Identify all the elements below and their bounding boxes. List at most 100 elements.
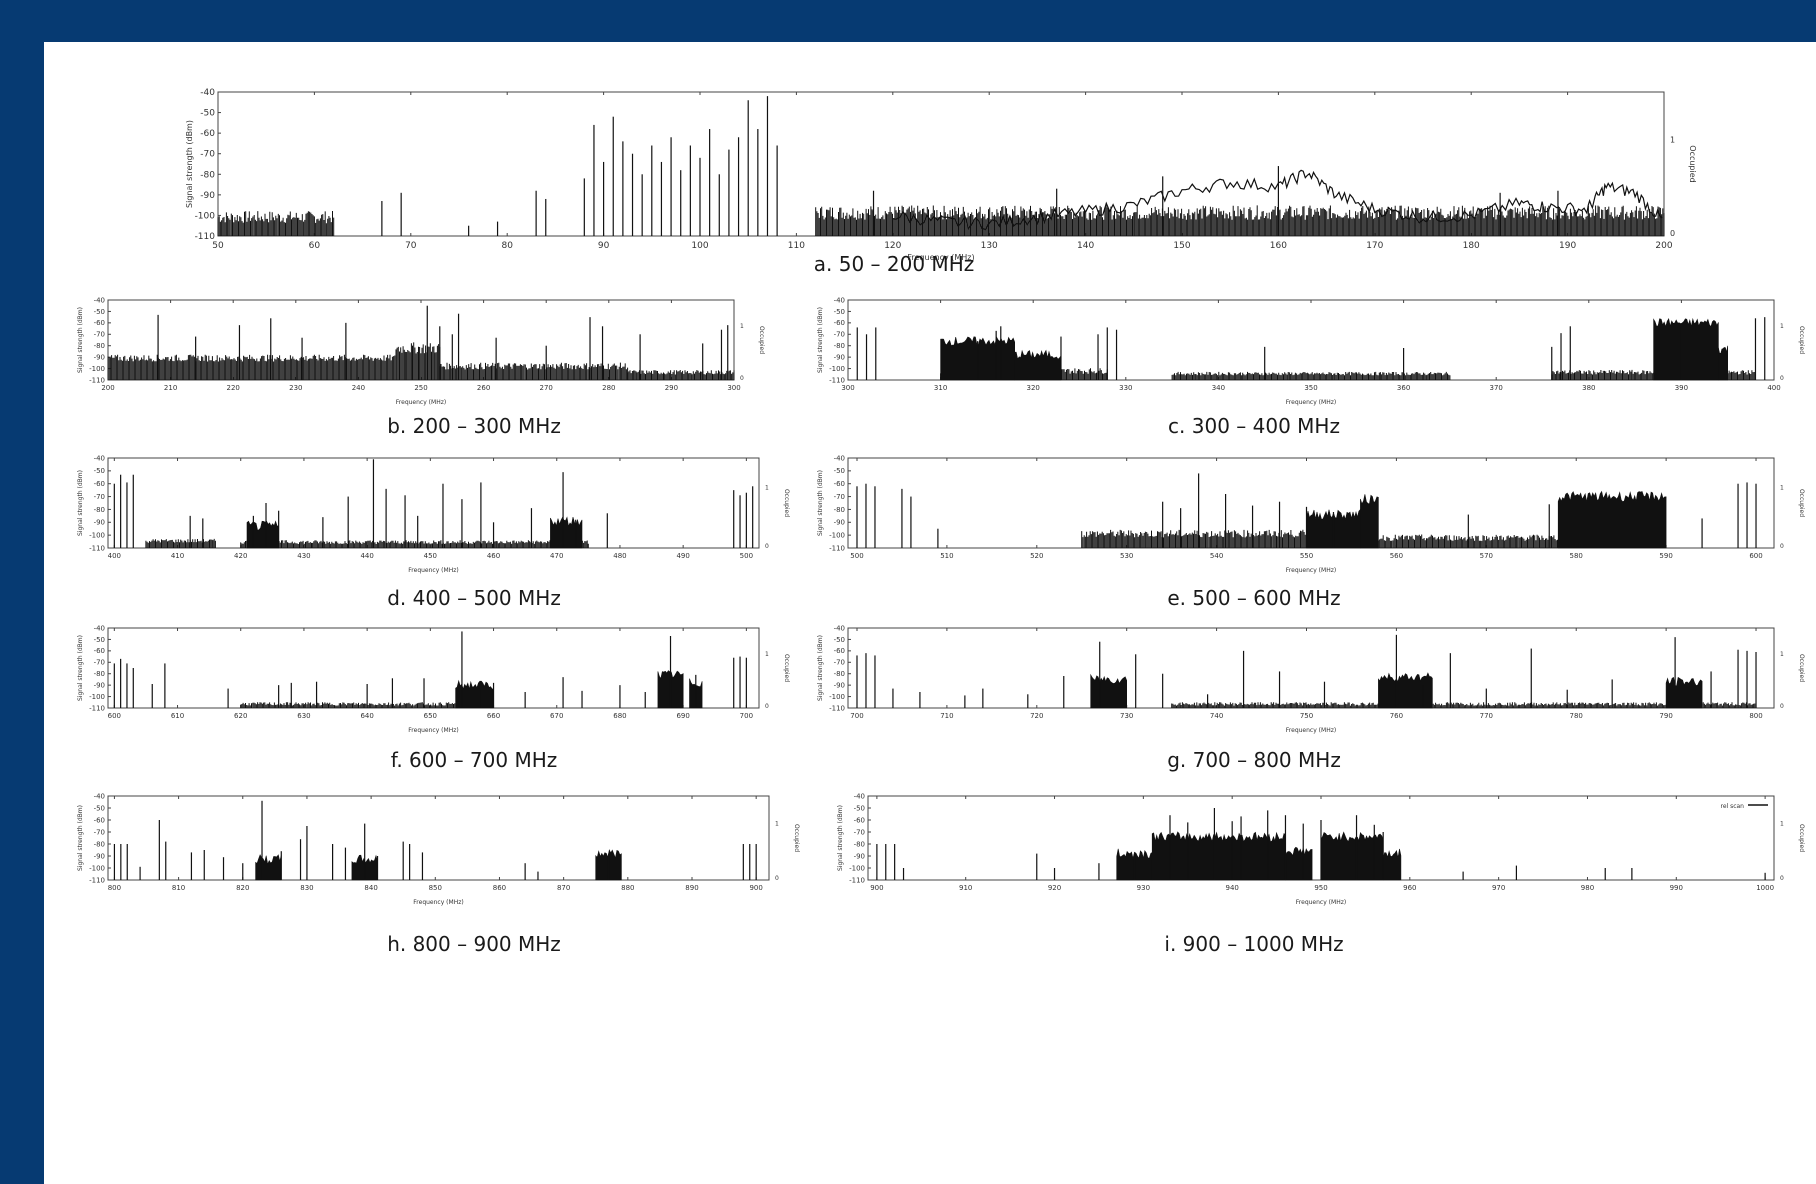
y-tick-label: -90	[834, 353, 845, 361]
x-tick-label: 200	[1655, 241, 1672, 251]
y-axis-label: Signal strength (dBm)	[77, 470, 84, 536]
signal-band	[1014, 349, 1062, 381]
y-tick-label: -100	[829, 365, 845, 373]
x-tick-label: 940	[1225, 884, 1238, 892]
noise-floor	[627, 370, 735, 380]
y-tick-label: -110	[829, 376, 845, 384]
spectrum-plot-d: 400 410 420 430 440 450 460 470 480 490 500 -110 -10…	[77, 454, 790, 574]
noise-floor	[1171, 371, 1451, 380]
x-tick-label: 230	[289, 384, 302, 392]
x-tick-label: 80	[501, 241, 513, 251]
noise-floor	[395, 342, 441, 380]
x-tick-label: 290	[665, 384, 678, 392]
y2-tick-label: 1	[1780, 651, 1784, 658]
y2-tick-label: 1	[765, 485, 769, 492]
signal-band	[1360, 494, 1379, 549]
y-axis-label: Signal strength (dBm)	[817, 307, 824, 373]
x-tick-label: 970	[1492, 884, 1505, 892]
noise-floor	[217, 211, 335, 236]
caption-g: g. 700 – 800 MHz	[1167, 748, 1341, 772]
x-tick-label: 120	[884, 241, 901, 251]
x-tick-label: 610	[171, 712, 184, 720]
x-tick-label: 620	[234, 712, 247, 720]
x-tick-label: 270	[540, 384, 553, 392]
signal-band	[255, 854, 282, 881]
y2-axis-label: Occupied	[783, 654, 790, 682]
x-tick-label: 680	[613, 712, 626, 720]
y-tick-label: -80	[834, 506, 845, 514]
y2-tick-label: 1	[765, 651, 769, 658]
x-axis-label: Frequency (MHz)	[408, 727, 458, 734]
chart-b: 200 210 220 230 240 250 260 270 280 290 300 -110 -10…	[64, 294, 774, 406]
caption-b: b. 200 – 300 MHz	[387, 414, 561, 438]
y-tick-label: -40	[94, 454, 105, 462]
y-tick-label: -110	[89, 376, 105, 384]
y-tick-label: -100	[829, 531, 845, 539]
x-tick-label: 580	[1570, 552, 1583, 560]
caption-c: c. 300 – 400 MHz	[1168, 414, 1340, 438]
y-tick-label: -110	[829, 544, 845, 552]
x-tick-label: 240	[352, 384, 365, 392]
caption-e: e. 500 – 600 MHz	[1167, 586, 1341, 610]
x-tick-label: 960	[1403, 884, 1416, 892]
x-tick-label: 950	[1314, 884, 1327, 892]
y2-tick-label: 0	[1780, 703, 1784, 710]
y-tick-label: -100	[829, 693, 845, 701]
y-tick-label: -80	[94, 342, 105, 350]
y2-tick-label: 1	[775, 820, 779, 827]
x-tick-label: 210	[164, 384, 177, 392]
x-tick-label: 410	[171, 552, 184, 560]
x-axis-label: Frequency (MHz)	[1286, 399, 1336, 406]
y-tick-label: -110	[89, 876, 105, 884]
y2-tick-label: 1	[1780, 485, 1784, 492]
legend-label: rel scan	[1720, 803, 1744, 810]
x-tick-label: 500	[850, 552, 863, 560]
signal-band	[1718, 345, 1728, 381]
y-tick-label: -110	[195, 232, 216, 242]
x-axis-label: Frequency (MHz)	[396, 399, 446, 406]
y-axis-label: Signal strength (dBm)	[185, 120, 194, 208]
spectrum-plot-g: 700 710 720 730 740 750 760 770 780 790 800 -110 -10…	[817, 624, 1805, 734]
plot-frame	[107, 457, 760, 549]
x-tick-label: 330	[1119, 384, 1132, 392]
signal-band	[1285, 846, 1313, 881]
x-tick-label: 460	[487, 552, 500, 560]
y2-tick-label: 0	[765, 543, 769, 550]
y2-tick-label: 0	[1780, 375, 1784, 382]
y-tick-label: -100	[195, 211, 216, 221]
y-tick-label: -80	[94, 670, 105, 678]
x-tick-label: 820	[236, 884, 249, 892]
x-axis-label: Frequency (MHz)	[1296, 899, 1346, 906]
y-axis-label: Signal strength (dBm)	[837, 805, 844, 871]
y2-tick-label: 0	[765, 703, 769, 710]
signal-band	[1320, 831, 1384, 881]
x-tick-label: 150	[1173, 241, 1190, 251]
signal-band	[1665, 676, 1703, 709]
y-tick-label: -70	[834, 493, 845, 501]
x-tick-label: 490	[676, 552, 689, 560]
caption-a: a. 50 – 200 MHz	[813, 252, 975, 276]
y2-axis-label: Occupied	[1798, 489, 1805, 517]
x-tick-label: 630	[297, 712, 310, 720]
x-tick-label: 800	[1749, 712, 1762, 720]
y-tick-label: -60	[94, 816, 105, 824]
x-tick-label: 480	[613, 552, 626, 560]
x-tick-label: 730	[1120, 712, 1133, 720]
x-tick-label: 470	[550, 552, 563, 560]
noise-floor	[145, 538, 216, 548]
y-tick-label: -80	[200, 170, 215, 180]
x-tick-label: 450	[424, 552, 437, 560]
x-tick-label: 340	[1212, 384, 1225, 392]
y2-tick-label: 1	[740, 323, 744, 330]
y-tick-label: -70	[834, 659, 845, 667]
y-tick-label: -50	[94, 467, 105, 475]
spectrum-plot-f: 600 610 620 630 640 650 660 670 680 690 700 -110 -10…	[77, 624, 790, 734]
caption-i: i. 900 – 1000 MHz	[1164, 932, 1344, 956]
x-tick-label: 840	[364, 884, 377, 892]
y-tick-label: -50	[834, 467, 845, 475]
x-tick-label: 870	[557, 884, 570, 892]
y-tick-label: -60	[834, 647, 845, 655]
y-tick-label: -60	[94, 647, 105, 655]
x-tick-label: 560	[1390, 552, 1403, 560]
x-tick-label: 60	[309, 241, 321, 251]
